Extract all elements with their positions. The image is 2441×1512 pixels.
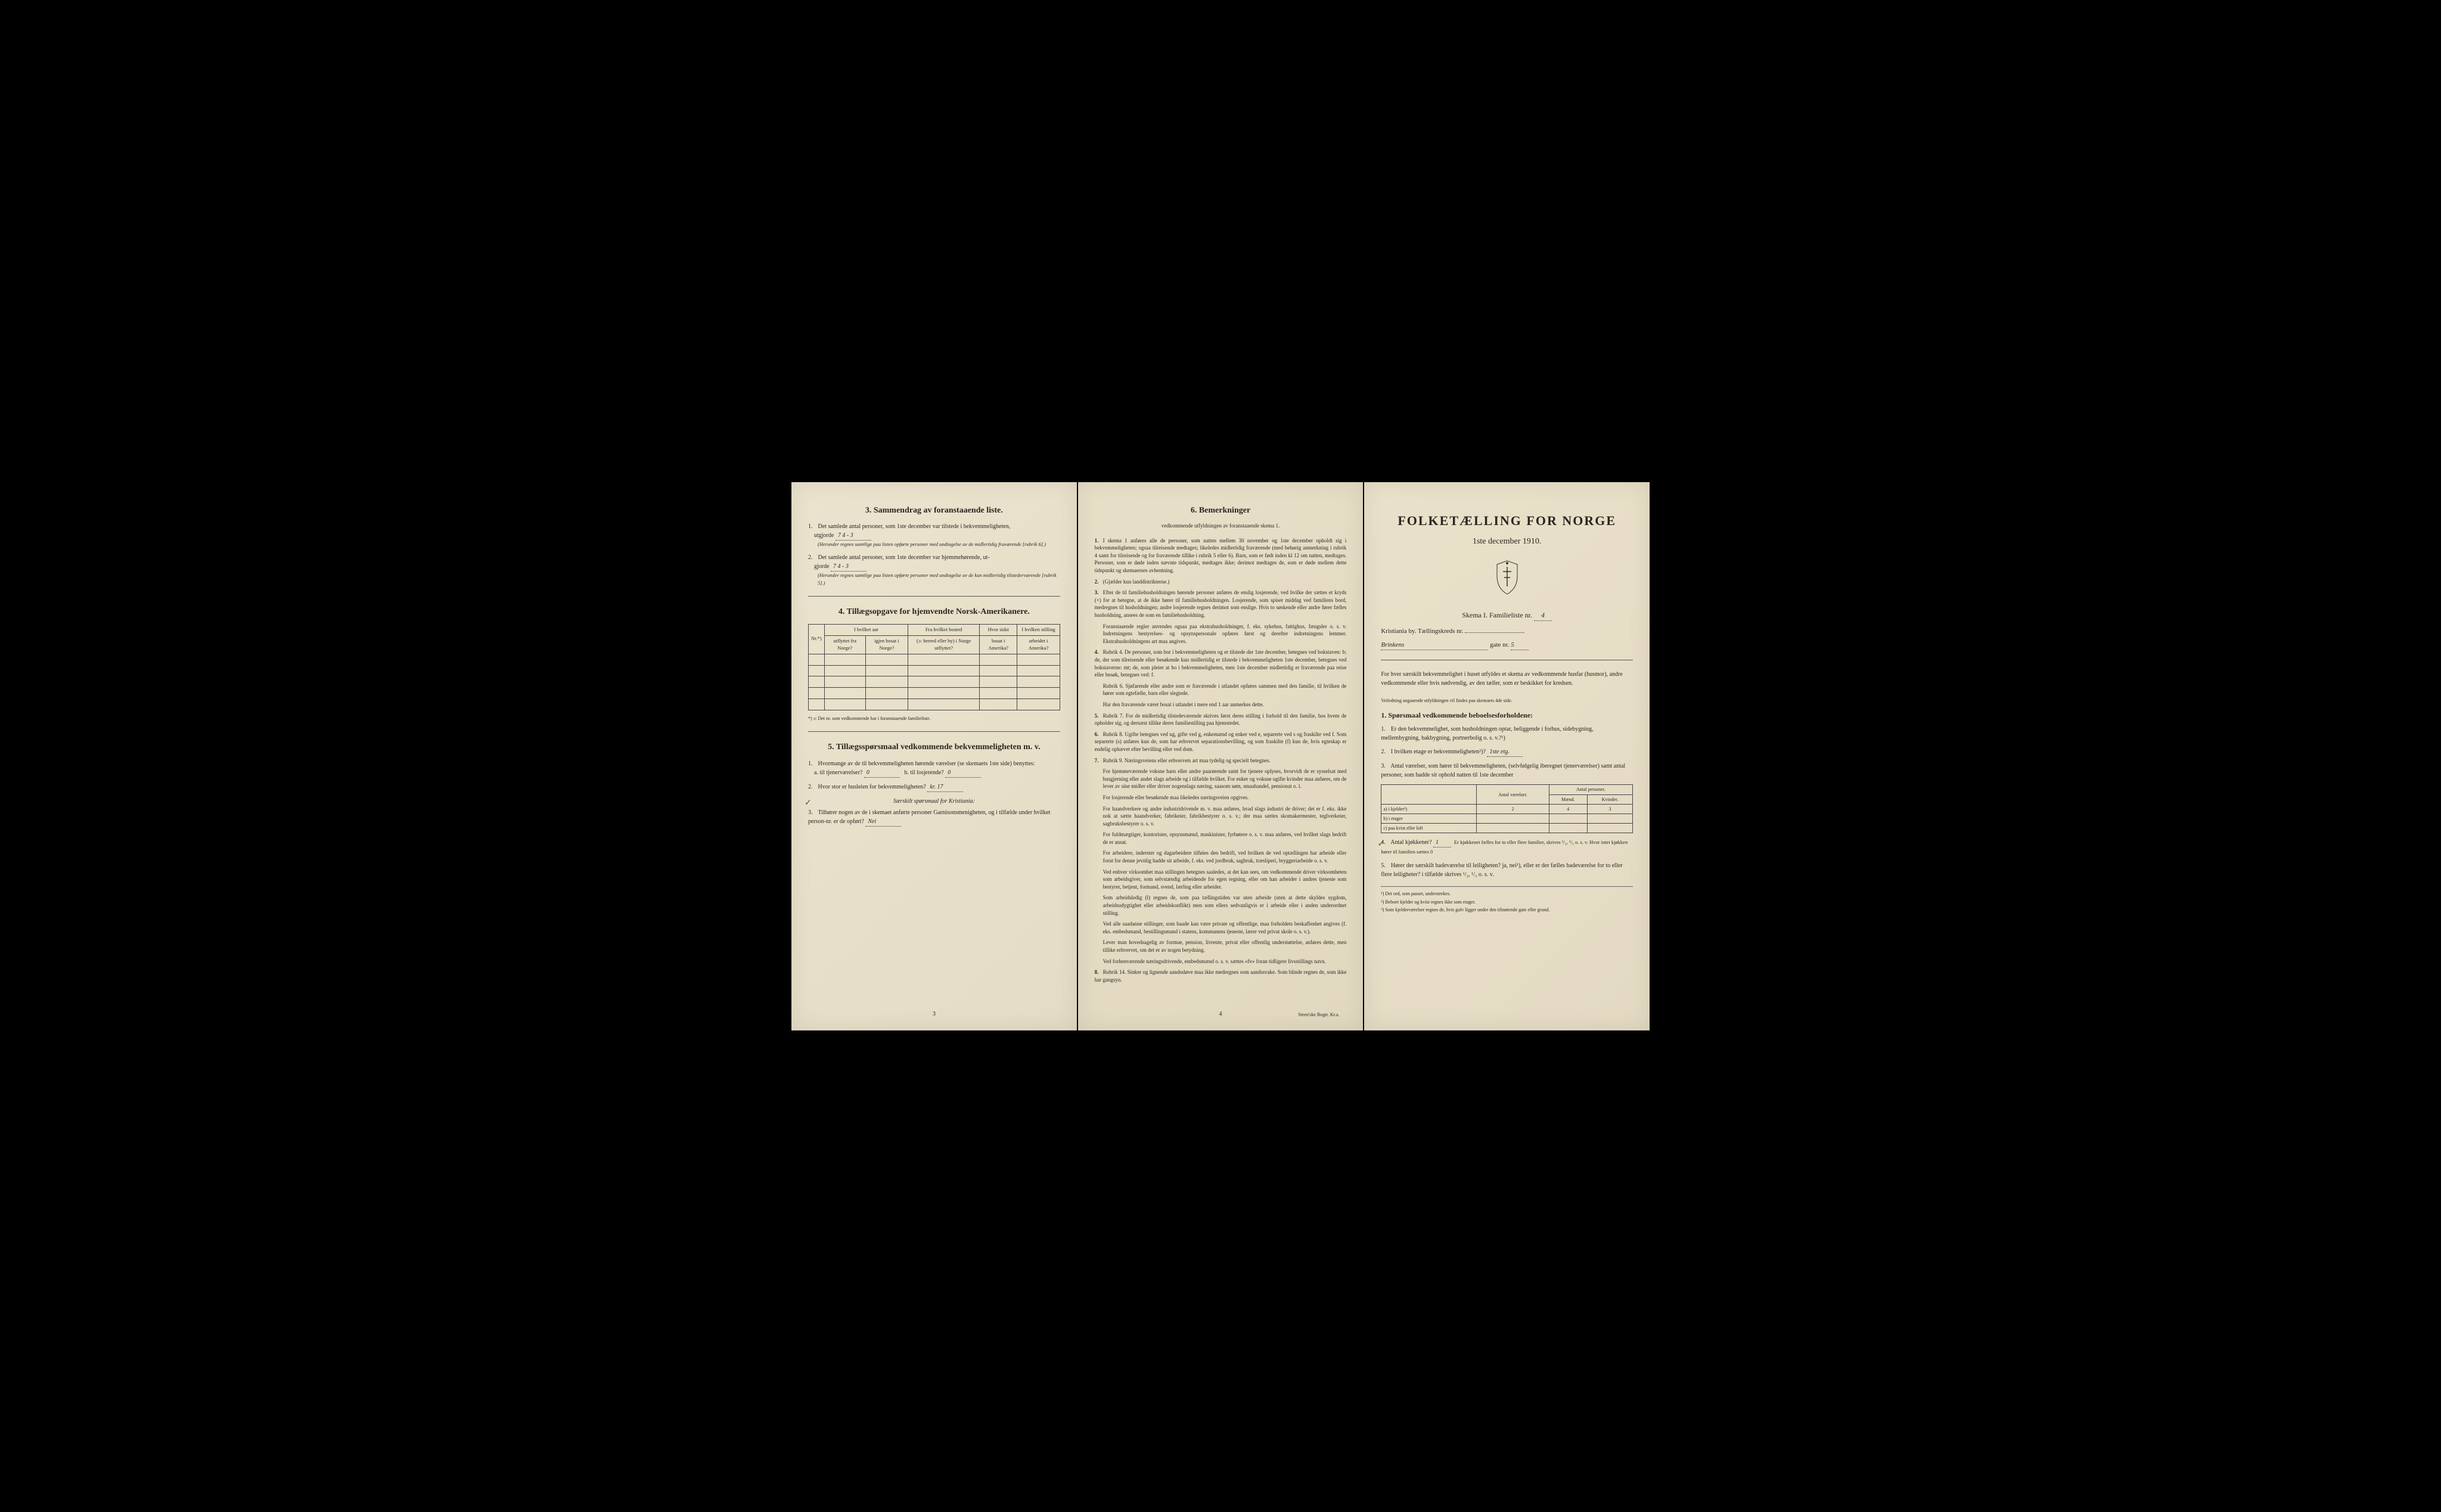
- section-1-title: 1. Spørsmaal vedkommende beboelsesforhol…: [1381, 710, 1633, 721]
- page-number: 4: [1219, 1010, 1222, 1019]
- census-document: 3. Sammendrag av foranstaaende liste. 1.…: [791, 482, 1650, 1030]
- p3-q5: 5. Hører der særskilt badeværelse til le…: [1381, 861, 1633, 879]
- p3-q3: 3. Antal værelser, som hører til bekvemm…: [1381, 762, 1633, 780]
- check-mark: ✓: [1377, 838, 1384, 850]
- p3-q2: 2. I hvilken etage er bekvemmeligheten²)…: [1381, 747, 1633, 757]
- q3-2-value: 7 4 - 3: [831, 562, 867, 572]
- q5-2: 2. Hvor stor er husleien for bekvemmelig…: [808, 783, 1060, 792]
- check-mark: ✓: [805, 797, 812, 809]
- page-4: 6. Bemerkninger vedkommende utfyldningen…: [1078, 482, 1364, 1030]
- printer-mark: Steen'ske Bogtr. Kr.a.: [1298, 1011, 1339, 1018]
- census-date: 1ste december 1910.: [1381, 536, 1633, 548]
- rooms-table: Antal værelser. Antal personer. Mænd. Kv…: [1381, 784, 1633, 833]
- section-6-title: 6. Bemerkninger: [1095, 505, 1347, 517]
- page-number: 3: [933, 1010, 936, 1019]
- main-title: FOLKETÆLLING FOR NORGE: [1381, 512, 1633, 530]
- location-line-2: Brinkens gate nr. 5: [1381, 641, 1633, 650]
- section-5-title: 5. Tillægsspørsmaal vedkommende bekvemme…: [808, 741, 1060, 753]
- p3-q1: 1. Er den bekvemmelighet, som husholdnin…: [1381, 725, 1633, 743]
- section-3-title: 3. Sammendrag av foranstaaende liste.: [808, 505, 1060, 517]
- p3-q4: ✓ 4. Antal kjøkkener? 1 Er kjøkkenet fæl…: [1381, 838, 1633, 856]
- section-4-table: Nr.*) I hvilket aar Fra hvilket bosted H…: [808, 624, 1060, 710]
- q3-1: 1. Det samlede antal personer, som 1ste …: [808, 522, 1060, 548]
- footnotes: ¹) Det ord, som passer, understrekes. ²)…: [1381, 886, 1633, 913]
- location-line-1: Kristiania by. Tællingskreds nr.: [1381, 627, 1633, 636]
- q5-3: ✓ Særskilt spørsmaal for Kristiania: 3. …: [808, 797, 1060, 827]
- page-1-cover: FOLKETÆLLING FOR NORGE 1ste december 191…: [1364, 482, 1650, 1030]
- coat-of-arms: [1381, 560, 1633, 598]
- intro-text: For hver særskilt bekvemmelighet i huset…: [1381, 670, 1633, 688]
- q3-2: 2. Det samlede antal personer, som 1ste …: [808, 553, 1060, 587]
- section-4-title: 4. Tillægsopgave for hjemvendte Norsk-Am…: [808, 606, 1060, 618]
- q3-1-value: 7 4 - 3: [836, 531, 871, 541]
- q5-1: 1. Hvormange av de til bekvemmeligheten …: [808, 759, 1060, 778]
- page-3: 3. Sammendrag av foranstaaende liste. 1.…: [791, 482, 1077, 1030]
- skema-line: Skema I. Familieliste nr. 4: [1381, 610, 1633, 621]
